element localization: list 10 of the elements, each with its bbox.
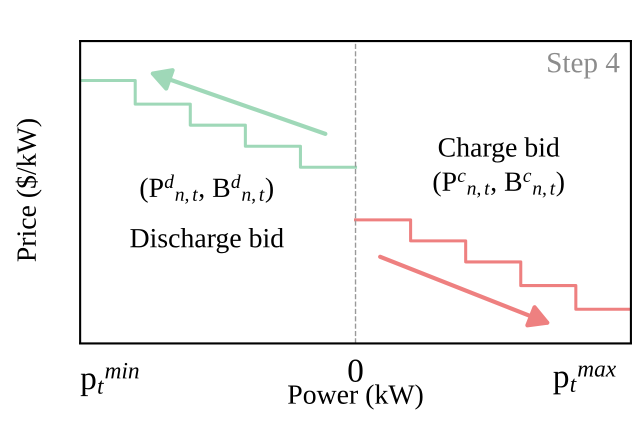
text: 0	[348, 360, 363, 382]
annotation: (P$^{d}$$_{n,t}$, B$^{d}$$_{n,t}$)	[140, 174, 273, 204]
text: p$_{t}$$^{min}$	[80, 362, 139, 396]
text: Charge bid	[438, 137, 560, 163]
text: Step 4	[548, 52, 620, 78]
x-axis-title: Power (kW)	[288, 384, 423, 410]
y-axis-title: Price ($/kW)	[16, 119, 42, 262]
annotation: (P$^{c}$$_{n,t}$, B$^{c}$$_{n,t}$)	[434, 171, 564, 198]
text: Discharge bid	[130, 228, 284, 254]
text: p$_{t}$$^{max}$	[553, 366, 616, 394]
